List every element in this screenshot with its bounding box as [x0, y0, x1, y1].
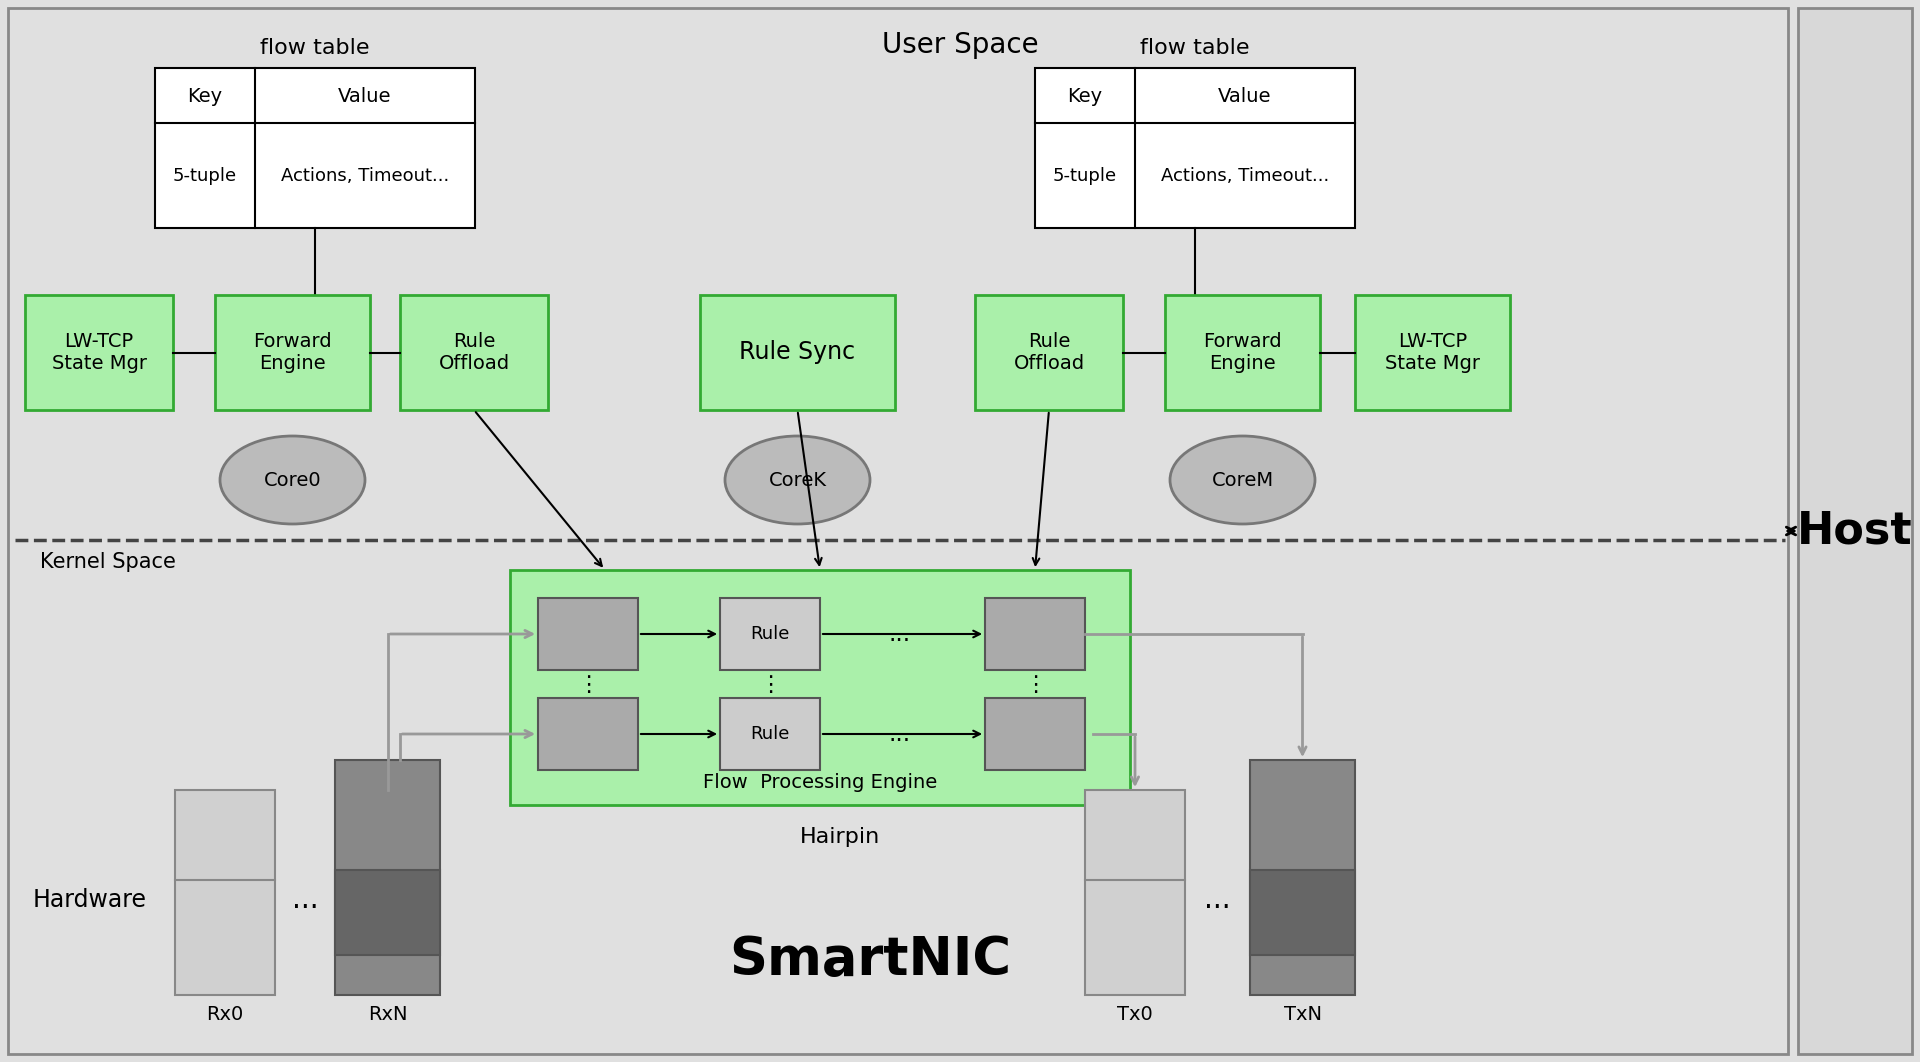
Bar — [538, 598, 637, 670]
Text: Key: Key — [1068, 86, 1102, 105]
Text: Host: Host — [1797, 510, 1912, 552]
Text: Forward
Engine: Forward Engine — [1204, 332, 1283, 373]
Text: flow table: flow table — [1140, 38, 1250, 58]
Bar — [1035, 68, 1356, 228]
Text: Key: Key — [188, 86, 223, 105]
Bar — [1797, 8, 1912, 1054]
Bar — [1250, 760, 1356, 995]
Text: Rule
Offload: Rule Offload — [438, 332, 509, 373]
Bar — [1356, 295, 1509, 410]
Text: Flow  Processing Engine: Flow Processing Engine — [703, 773, 937, 792]
Bar — [701, 295, 895, 410]
Bar — [334, 760, 440, 995]
Ellipse shape — [1169, 436, 1315, 524]
Text: 5-tuple: 5-tuple — [173, 167, 236, 185]
Bar — [985, 598, 1085, 670]
Text: ...: ... — [1204, 886, 1231, 914]
Bar — [156, 68, 474, 228]
Text: LW-TCP
State Mgr: LW-TCP State Mgr — [1384, 332, 1480, 373]
Text: flow table: flow table — [261, 38, 371, 58]
Bar — [985, 698, 1085, 770]
Bar — [175, 790, 275, 995]
Text: Value: Value — [338, 86, 392, 105]
Text: TxN: TxN — [1283, 1006, 1321, 1025]
Text: SmartNIC: SmartNIC — [730, 933, 1012, 986]
Text: Hardware: Hardware — [33, 888, 148, 912]
Text: Core0: Core0 — [263, 470, 321, 490]
Text: ⋮: ⋮ — [1023, 675, 1046, 695]
Text: 5-tuple: 5-tuple — [1052, 167, 1117, 185]
Text: Value: Value — [1219, 86, 1271, 105]
Text: Rule
Offload: Rule Offload — [1014, 332, 1085, 373]
Bar — [975, 295, 1123, 410]
Bar — [1165, 295, 1321, 410]
Text: ⋮: ⋮ — [576, 675, 599, 695]
Text: Kernel Space: Kernel Space — [40, 552, 177, 572]
Bar — [511, 570, 1131, 805]
Text: ⋮: ⋮ — [758, 675, 781, 695]
Ellipse shape — [221, 436, 365, 524]
Bar — [1250, 870, 1356, 955]
Text: Tx0: Tx0 — [1117, 1006, 1152, 1025]
Ellipse shape — [726, 436, 870, 524]
Text: Forward
Engine: Forward Engine — [253, 332, 332, 373]
Bar — [720, 698, 820, 770]
Text: Rule: Rule — [751, 626, 789, 643]
Bar — [720, 598, 820, 670]
Text: Actions, Timeout...: Actions, Timeout... — [1162, 167, 1329, 185]
Text: User Space: User Space — [881, 31, 1039, 59]
Text: ...: ... — [292, 886, 319, 914]
Text: RxN: RxN — [369, 1006, 407, 1025]
Bar — [334, 870, 440, 955]
Text: Rule Sync: Rule Sync — [739, 341, 856, 364]
Text: ...: ... — [889, 722, 912, 746]
Bar — [215, 295, 371, 410]
Bar — [538, 698, 637, 770]
Bar — [1085, 790, 1185, 995]
Text: ...: ... — [889, 622, 912, 646]
Text: Rx0: Rx0 — [205, 1006, 244, 1025]
Text: CoreK: CoreK — [768, 470, 826, 490]
Text: CoreM: CoreM — [1212, 470, 1273, 490]
Bar — [399, 295, 547, 410]
Text: Rule: Rule — [751, 725, 789, 743]
Text: LW-TCP
State Mgr: LW-TCP State Mgr — [52, 332, 146, 373]
Text: Actions, Timeout...: Actions, Timeout... — [280, 167, 449, 185]
Bar — [25, 295, 173, 410]
Text: Hairpin: Hairpin — [801, 827, 879, 847]
